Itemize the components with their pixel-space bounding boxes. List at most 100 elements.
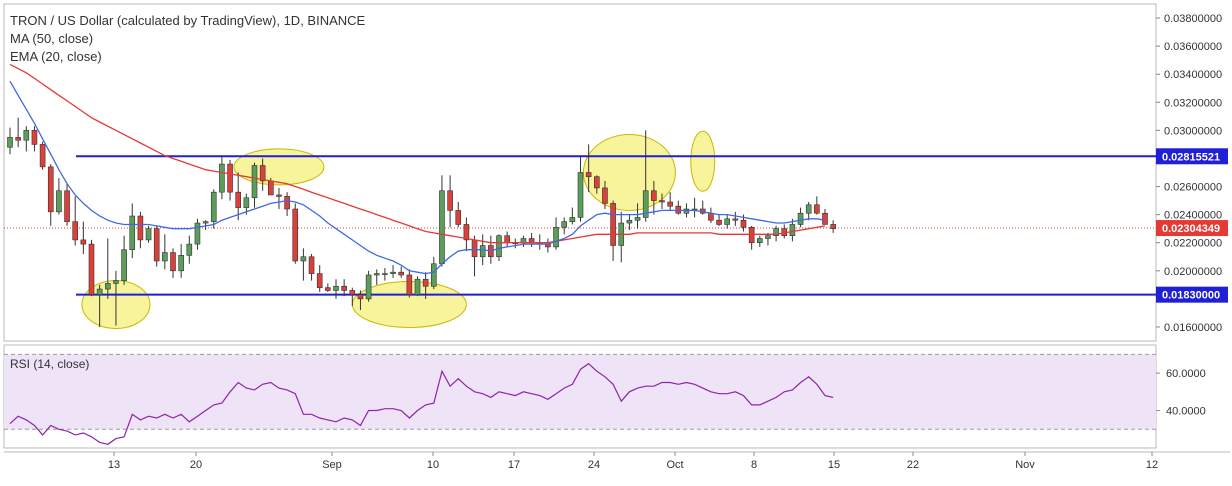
candle-body[interactable] — [553, 226, 559, 248]
candle-body[interactable] — [667, 201, 673, 207]
candle-body[interactable] — [585, 172, 592, 178]
candle-body[interactable] — [748, 226, 755, 244]
candle-body[interactable] — [194, 222, 201, 245]
candle-body[interactable] — [496, 235, 502, 258]
candle-body[interactable] — [390, 271, 396, 274]
candle-body[interactable] — [96, 288, 103, 295]
candle-body[interactable] — [105, 283, 111, 290]
highlight-ellipse — [690, 130, 716, 192]
candle-body[interactable] — [577, 172, 584, 218]
candle-body[interactable] — [398, 271, 405, 276]
candle-body[interactable] — [708, 212, 714, 221]
candle-body[interactable] — [276, 194, 282, 197]
candle-body[interactable] — [113, 280, 119, 284]
candlesticks[interactable] — [7, 117, 836, 327]
ema-legend: EMA (20, close) — [10, 49, 102, 64]
candle-body[interactable] — [814, 204, 820, 214]
candle-body[interactable] — [300, 256, 307, 262]
candle-body[interactable] — [47, 166, 54, 213]
candle-body[interactable] — [830, 224, 836, 229]
candle-body[interactable] — [325, 287, 331, 291]
candle-body[interactable] — [292, 208, 299, 262]
candle-body[interactable] — [740, 219, 747, 228]
candle-body[interactable] — [202, 221, 209, 224]
candle-body[interactable] — [805, 204, 812, 214]
candle-body[interactable] — [651, 190, 657, 201]
candle-body[interactable] — [145, 228, 152, 241]
candle-body[interactable] — [88, 243, 95, 295]
candle-body[interactable] — [23, 130, 30, 141]
candle-body[interactable] — [561, 221, 568, 228]
candle-body[interactable] — [504, 235, 510, 244]
candle-body[interactable] — [235, 191, 241, 208]
candle-body[interactable] — [178, 255, 184, 272]
candle-body[interactable] — [357, 294, 364, 300]
candle-body[interactable] — [765, 235, 771, 239]
candle-body[interactable] — [39, 144, 46, 168]
candle-body[interactable] — [439, 190, 445, 265]
candle-body[interactable] — [675, 205, 682, 214]
candle-body[interactable] — [789, 224, 796, 236]
candle-body[interactable] — [251, 165, 258, 199]
candle-body[interactable] — [716, 219, 722, 225]
candle-body[interactable] — [7, 137, 13, 148]
candle-body[interactable] — [732, 218, 739, 221]
candle-body[interactable] — [479, 245, 486, 258]
candle-body[interactable] — [602, 187, 608, 204]
candle-body[interactable] — [219, 163, 225, 193]
time-tick-label: Oct — [666, 459, 683, 471]
candle-body[interactable] — [243, 197, 250, 208]
candle-body[interactable] — [186, 243, 193, 256]
candle-body[interactable] — [642, 190, 649, 218]
candle-body[interactable] — [162, 252, 168, 262]
candle-body[interactable] — [634, 217, 641, 221]
candle-body[interactable] — [210, 191, 217, 222]
candle-body[interactable] — [80, 239, 87, 245]
candle-body[interactable] — [227, 163, 233, 193]
candle-body[interactable] — [724, 218, 731, 225]
candle-body[interactable] — [569, 217, 576, 222]
candle-body[interactable] — [170, 252, 176, 272]
candle-body[interactable] — [72, 221, 78, 241]
candle-body[interactable] — [259, 165, 266, 182]
candle-body[interactable] — [121, 249, 127, 281]
candle-body[interactable] — [284, 196, 290, 210]
candle-body[interactable] — [31, 130, 38, 145]
price-tick-label: 0.01600000 — [1164, 322, 1222, 334]
candle-body[interactable] — [406, 274, 413, 295]
candle-body[interactable] — [308, 256, 315, 274]
candle-body[interactable] — [414, 278, 421, 295]
candle-body[interactable] — [822, 212, 828, 225]
candle-body[interactable] — [373, 273, 380, 276]
candle-body[interactable] — [659, 200, 665, 203]
candle-body[interactable] — [153, 228, 160, 262]
candle-body[interactable] — [15, 137, 21, 141]
candle-body[interactable] — [463, 224, 470, 241]
candle-body[interactable] — [593, 176, 600, 189]
candle-body[interactable] — [447, 190, 453, 211]
candle-body[interactable] — [56, 190, 62, 213]
candle-body[interactable] — [626, 219, 633, 224]
candle-body[interactable] — [797, 212, 804, 225]
price-tick-label: 0.03600000 — [1164, 41, 1222, 53]
candle-body[interactable] — [267, 180, 274, 196]
candle-body[interactable] — [455, 210, 462, 225]
candle-body[interactable] — [382, 273, 388, 275]
candle-body[interactable] — [316, 273, 323, 288]
candle-body[interactable] — [341, 285, 347, 291]
candle-body[interactable] — [683, 208, 690, 214]
candle-body[interactable] — [756, 238, 763, 244]
candle-body[interactable] — [64, 190, 70, 222]
candle-body[interactable] — [773, 228, 779, 236]
candle-body[interactable] — [129, 215, 136, 251]
candle-body[interactable] — [422, 278, 429, 287]
candle-body[interactable] — [349, 290, 356, 295]
time-tick-label: 10 — [427, 459, 439, 471]
candle-body[interactable] — [137, 215, 144, 241]
candle-body[interactable] — [471, 239, 478, 258]
candle-body[interactable] — [365, 274, 372, 300]
candle-body[interactable] — [610, 203, 616, 246]
candle-body[interactable] — [333, 285, 339, 291]
candle-body[interactable] — [430, 263, 437, 287]
